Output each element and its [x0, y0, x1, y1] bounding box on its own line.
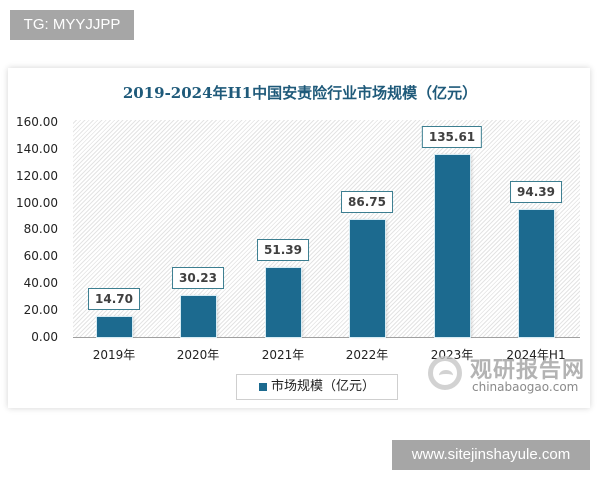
y-tick-40: 40.00 [23, 276, 58, 290]
data-label-2020: 30.23 [172, 267, 224, 290]
site-badge: www.sitejinshayule.com [392, 440, 590, 470]
watermark-logo-icon [428, 356, 462, 390]
x-tick-2024h1: 2024年H1 [506, 348, 566, 362]
plot-area [73, 120, 580, 337]
data-label-2022: 86.75 [341, 191, 393, 214]
chart-title: 2019-2024年H1中国安责险行业市场规模（亿元） [122, 84, 478, 102]
data-label-2019: 14.70 [88, 288, 140, 311]
x-tick-2022: 2022年 [345, 348, 389, 362]
bar-2019 [96, 317, 132, 337]
legend-swatch-icon [259, 383, 267, 391]
y-tick-140: 140.00 [16, 142, 58, 156]
watermark-cn-text: 观研报告网 [470, 358, 586, 383]
bar-2020 [180, 296, 216, 337]
x-tick-2019: 2019年 [92, 348, 136, 362]
y-tick-120: 120.00 [16, 169, 58, 183]
y-tick-0: 0.00 [31, 330, 58, 344]
tg-badge: TG: MYYJJPP [10, 10, 134, 40]
y-tick-100: 100.00 [16, 196, 58, 210]
y-tick-60: 60.00 [23, 249, 58, 263]
bar-2024h1 [518, 210, 554, 337]
bar-2023 [434, 154, 470, 337]
x-tick-2021: 2021年 [261, 348, 305, 362]
data-label-2023: 135.61 [421, 125, 483, 148]
y-tick-160: 160.00 [16, 115, 58, 129]
bar-2022 [349, 220, 385, 337]
y-tick-80: 80.00 [23, 222, 58, 236]
data-label-2024h1: 94.39 [510, 181, 562, 204]
watermark-en-text: chinabaogao.com [472, 380, 579, 394]
chart-legend: 市场规模（亿元） [236, 374, 398, 400]
bar-2021 [265, 267, 301, 337]
data-label-2021: 51.39 [257, 238, 309, 261]
x-tick-2020: 2020年 [176, 348, 220, 362]
watermark: 观研报告网 chinabaogao.com [428, 354, 588, 400]
y-tick-20: 20.00 [23, 303, 58, 317]
legend-label: 市场规模（亿元） [271, 379, 376, 394]
x-axis-line [73, 337, 580, 338]
